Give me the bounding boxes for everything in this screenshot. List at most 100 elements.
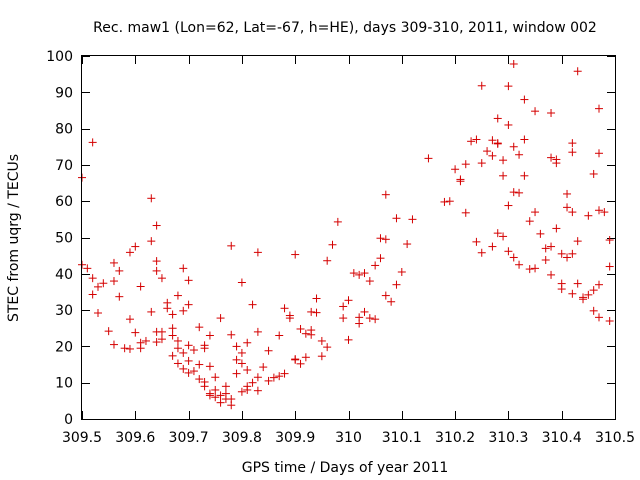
data-point [605, 236, 614, 245]
data-point [200, 382, 209, 391]
data-point [173, 336, 182, 345]
data-point [179, 264, 188, 273]
data-point [227, 330, 236, 339]
data-point [371, 261, 380, 270]
data-point [509, 142, 518, 151]
data-point [504, 247, 513, 256]
data-point [237, 278, 246, 287]
data-point [483, 147, 492, 156]
data-point [376, 234, 385, 243]
data-point [563, 203, 572, 212]
x-tick-label: 310.5 [595, 430, 635, 446]
data-point [317, 352, 326, 361]
data-point [131, 328, 140, 337]
data-point [355, 313, 364, 322]
data-point [595, 280, 604, 289]
data-point [147, 194, 156, 203]
data-point [531, 264, 540, 273]
data-point [493, 139, 502, 148]
data-point [216, 398, 225, 407]
data-point [184, 341, 193, 350]
data-point [189, 367, 198, 376]
data-point [179, 364, 188, 373]
data-point [312, 294, 321, 303]
data-point [253, 327, 262, 336]
data-point [579, 293, 588, 302]
data-point [173, 344, 182, 353]
y-tick-label: 40 [55, 267, 73, 283]
data-point [168, 351, 177, 360]
data-point [355, 270, 364, 279]
data-point [403, 240, 412, 249]
data-point [115, 292, 124, 301]
data-point [248, 300, 257, 309]
data-point [83, 264, 92, 273]
data-point [88, 274, 97, 283]
data-point [136, 282, 145, 291]
data-point [499, 156, 508, 165]
y-tick-label: 30 [55, 303, 73, 319]
data-point [525, 217, 534, 226]
data-point [504, 201, 513, 210]
data-point [381, 291, 390, 300]
data-point [392, 280, 401, 289]
data-point [147, 307, 156, 316]
data-point [595, 313, 604, 322]
y-tick-label: 70 [55, 158, 73, 174]
data-point [472, 135, 481, 144]
data-point [424, 154, 433, 163]
data-point [568, 139, 577, 148]
data-point [365, 314, 374, 323]
data-point [488, 151, 497, 160]
data-point [515, 260, 524, 269]
data-point [440, 197, 449, 206]
data-point [296, 359, 305, 368]
data-point [381, 235, 390, 244]
data-point [547, 270, 556, 279]
data-point [136, 338, 145, 347]
data-point [563, 189, 572, 198]
data-point [125, 344, 134, 353]
data-point [237, 359, 246, 368]
data-point [157, 335, 166, 344]
data-point [232, 342, 241, 351]
data-point [253, 373, 262, 382]
data-point [573, 237, 582, 246]
data-point [317, 336, 326, 345]
y-tick-label: 10 [55, 376, 73, 392]
data-point [88, 290, 97, 299]
data-point [168, 331, 177, 340]
x-tick-label: 310.3 [488, 430, 528, 446]
data-point [467, 137, 476, 146]
data-point [525, 265, 534, 274]
data-point [557, 285, 566, 294]
data-point [248, 378, 257, 387]
data-point [371, 315, 380, 324]
data-point [109, 258, 118, 267]
data-point [184, 356, 193, 365]
data-point [253, 386, 262, 395]
data-point [301, 353, 310, 362]
data-point [216, 391, 225, 400]
data-point [285, 311, 294, 320]
data-point [184, 368, 193, 377]
x-tick-label: 310.4 [542, 430, 582, 446]
data-point [408, 215, 417, 224]
data-point [195, 323, 204, 332]
data-point [456, 175, 465, 184]
data-point [520, 135, 529, 144]
data-point [568, 208, 577, 217]
data-point [275, 372, 284, 381]
data-point [376, 254, 385, 263]
x-tick-label: 309.5 [62, 430, 102, 446]
data-point [323, 256, 332, 265]
data-point [557, 249, 566, 258]
y-tick-label: 80 [55, 122, 73, 138]
data-point [531, 208, 540, 217]
data-point [499, 232, 508, 241]
data-point [157, 327, 166, 336]
x-tick-label: 309.8 [222, 430, 262, 446]
data-point [360, 307, 369, 316]
y-tick-label: 90 [55, 85, 73, 101]
data-point [605, 316, 614, 325]
